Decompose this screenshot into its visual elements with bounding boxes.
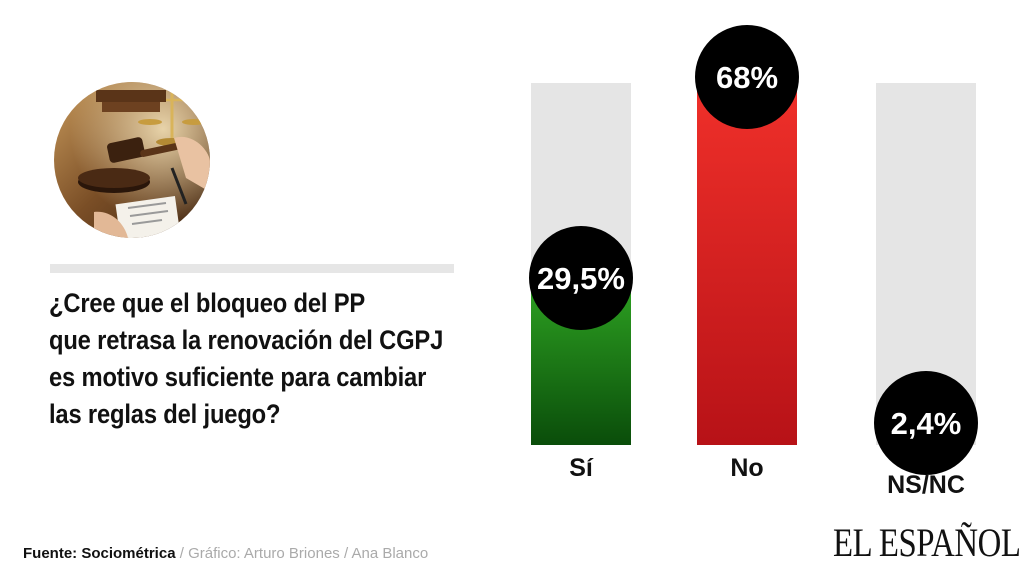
value-bubble xyxy=(695,25,799,129)
question-line: es motivo suficiente para cambiar xyxy=(49,362,427,392)
value-bubble xyxy=(874,371,978,475)
category-label: No xyxy=(730,454,763,482)
category-label: Sí xyxy=(569,454,594,482)
question-line: las reglas del juego? xyxy=(49,399,281,429)
courtroom-photo xyxy=(54,82,210,238)
source-text: Fuente: Sociométrica xyxy=(23,545,176,562)
el-espanol-logo: EL ESPAÑOL xyxy=(833,520,1021,565)
question-line: ¿Cree que el bloqueo del PP xyxy=(49,288,366,318)
category-label: NS/NC xyxy=(887,471,965,499)
question-line: que retrasa la renovación del CGPJ xyxy=(49,325,444,355)
divider xyxy=(50,264,454,273)
data-label: 2,4% xyxy=(891,406,962,441)
footer-separator: / xyxy=(175,545,189,562)
footer: Fuente: Sociométrica / Gráfico: Arturo B… xyxy=(23,545,428,562)
data-label: 29,5% xyxy=(537,261,625,296)
gavel-scales-illustration xyxy=(54,82,210,238)
poll-question: ¿Cree que el bloqueo del PP que retrasa … xyxy=(49,285,463,433)
value-bubble xyxy=(529,225,633,330)
credit-text: Gráfico: Arturo Briones / Ana Blanco xyxy=(188,545,429,562)
bar xyxy=(697,83,797,445)
data-label: 68% xyxy=(716,60,778,95)
